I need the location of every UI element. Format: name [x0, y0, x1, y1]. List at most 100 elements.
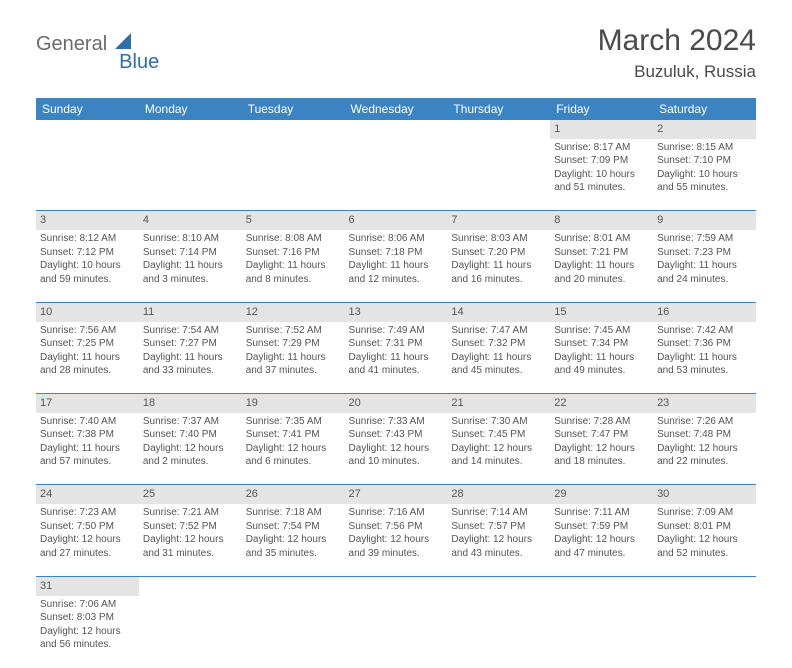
- day-number-cell: 6: [345, 211, 448, 230]
- day-number-cell: 2: [653, 120, 756, 139]
- day-number-cell: [242, 576, 345, 595]
- sunset-line: Sunset: 7:14 PM: [143, 246, 238, 260]
- daylight-line: Daylight: 12 hours and 47 minutes.: [554, 533, 649, 560]
- sunrise-line: Sunrise: 7:30 AM: [451, 415, 546, 429]
- daylight-line: Daylight: 11 hours and 24 minutes.: [657, 259, 752, 286]
- daylight-line: Daylight: 10 hours and 55 minutes.: [657, 168, 752, 195]
- sunset-line: Sunset: 7:16 PM: [246, 246, 341, 260]
- sunset-line: Sunset: 7:25 PM: [40, 337, 135, 351]
- day-cell: [447, 139, 550, 211]
- location-label: Buzuluk, Russia: [598, 62, 756, 82]
- calendar-table: SundayMondayTuesdayWednesdayThursdayFrid…: [36, 98, 756, 668]
- detail-row: Sunrise: 7:56 AMSunset: 7:25 PMDaylight:…: [36, 322, 756, 394]
- day-number-cell: 10: [36, 302, 139, 321]
- day-cell: Sunrise: 8:08 AMSunset: 7:16 PMDaylight:…: [242, 230, 345, 302]
- day-cell: [242, 596, 345, 668]
- day-number-cell: 13: [345, 302, 448, 321]
- daylight-line: Daylight: 12 hours and 22 minutes.: [657, 442, 752, 469]
- daylight-line: Daylight: 12 hours and 52 minutes.: [657, 533, 752, 560]
- sunrise-line: Sunrise: 7:49 AM: [349, 324, 444, 338]
- day-number-cell: 27: [345, 485, 448, 504]
- day-number-cell: 19: [242, 394, 345, 413]
- sunrise-line: Sunrise: 7:52 AM: [246, 324, 341, 338]
- sunrise-line: Sunrise: 7:47 AM: [451, 324, 546, 338]
- day-number-cell: 3: [36, 211, 139, 230]
- day-cell: Sunrise: 7:47 AMSunset: 7:32 PMDaylight:…: [447, 322, 550, 394]
- detail-row: Sunrise: 8:12 AMSunset: 7:12 PMDaylight:…: [36, 230, 756, 302]
- day-cell: Sunrise: 7:26 AMSunset: 7:48 PMDaylight:…: [653, 413, 756, 485]
- daylight-line: Daylight: 12 hours and 14 minutes.: [451, 442, 546, 469]
- day-cell: Sunrise: 7:42 AMSunset: 7:36 PMDaylight:…: [653, 322, 756, 394]
- sunrise-line: Sunrise: 7:21 AM: [143, 506, 238, 520]
- day-cell: Sunrise: 8:01 AMSunset: 7:21 PMDaylight:…: [550, 230, 653, 302]
- sunrise-line: Sunrise: 7:06 AM: [40, 598, 135, 612]
- sunset-line: Sunset: 7:48 PM: [657, 428, 752, 442]
- daylight-line: Daylight: 11 hours and 37 minutes.: [246, 351, 341, 378]
- day-cell: [447, 596, 550, 668]
- weekday-friday: Friday: [550, 98, 653, 120]
- day-number-cell: 7: [447, 211, 550, 230]
- day-number-cell: 29: [550, 485, 653, 504]
- day-cell: [653, 596, 756, 668]
- sunset-line: Sunset: 7:45 PM: [451, 428, 546, 442]
- day-number-cell: [139, 120, 242, 139]
- day-cell: [550, 596, 653, 668]
- daylight-line: Daylight: 11 hours and 28 minutes.: [40, 351, 135, 378]
- day-number-cell: 31: [36, 576, 139, 595]
- daylight-line: Daylight: 11 hours and 12 minutes.: [349, 259, 444, 286]
- weekday-tuesday: Tuesday: [242, 98, 345, 120]
- day-number-cell: 15: [550, 302, 653, 321]
- day-cell: Sunrise: 8:03 AMSunset: 7:20 PMDaylight:…: [447, 230, 550, 302]
- sunrise-line: Sunrise: 8:10 AM: [143, 232, 238, 246]
- day-number-cell: 8: [550, 211, 653, 230]
- day-number-cell: 11: [139, 302, 242, 321]
- sunrise-line: Sunrise: 8:01 AM: [554, 232, 649, 246]
- day-cell: Sunrise: 7:33 AMSunset: 7:43 PMDaylight:…: [345, 413, 448, 485]
- day-number-cell: [345, 576, 448, 595]
- day-number-cell: 23: [653, 394, 756, 413]
- daylight-line: Daylight: 12 hours and 56 minutes.: [40, 625, 135, 652]
- day-number-cell: 30: [653, 485, 756, 504]
- sunrise-line: Sunrise: 7:16 AM: [349, 506, 444, 520]
- daylight-line: Daylight: 11 hours and 53 minutes.: [657, 351, 752, 378]
- day-number-cell: [36, 120, 139, 139]
- logo-text-blue: Blue: [119, 51, 159, 74]
- sunrise-line: Sunrise: 7:54 AM: [143, 324, 238, 338]
- day-number-cell: 1: [550, 120, 653, 139]
- day-cell: Sunrise: 7:30 AMSunset: 7:45 PMDaylight:…: [447, 413, 550, 485]
- daylight-line: Daylight: 11 hours and 49 minutes.: [554, 351, 649, 378]
- day-cell: Sunrise: 7:28 AMSunset: 7:47 PMDaylight:…: [550, 413, 653, 485]
- daylight-line: Daylight: 12 hours and 2 minutes.: [143, 442, 238, 469]
- day-number-cell: 20: [345, 394, 448, 413]
- daynum-row: 12: [36, 120, 756, 139]
- day-number-cell: 16: [653, 302, 756, 321]
- daylight-line: Daylight: 11 hours and 3 minutes.: [143, 259, 238, 286]
- sunset-line: Sunset: 7:23 PM: [657, 246, 752, 260]
- daylight-line: Daylight: 12 hours and 35 minutes.: [246, 533, 341, 560]
- sunrise-line: Sunrise: 7:37 AM: [143, 415, 238, 429]
- sunrise-line: Sunrise: 7:35 AM: [246, 415, 341, 429]
- header: General Blue March 2024 Buzuluk, Russia: [0, 0, 792, 90]
- day-cell: Sunrise: 7:37 AMSunset: 7:40 PMDaylight:…: [139, 413, 242, 485]
- sunrise-line: Sunrise: 7:09 AM: [657, 506, 752, 520]
- detail-row: Sunrise: 7:06 AMSunset: 8:03 PMDaylight:…: [36, 596, 756, 668]
- sunrise-line: Sunrise: 8:12 AM: [40, 232, 135, 246]
- sunset-line: Sunset: 7:18 PM: [349, 246, 444, 260]
- day-cell: [345, 596, 448, 668]
- daylight-line: Daylight: 12 hours and 10 minutes.: [349, 442, 444, 469]
- daynum-row: 17181920212223: [36, 394, 756, 413]
- sunset-line: Sunset: 7:38 PM: [40, 428, 135, 442]
- daylight-line: Daylight: 11 hours and 41 minutes.: [349, 351, 444, 378]
- sunrise-line: Sunrise: 7:40 AM: [40, 415, 135, 429]
- day-cell: [139, 596, 242, 668]
- daylight-line: Daylight: 12 hours and 6 minutes.: [246, 442, 341, 469]
- sunset-line: Sunset: 8:01 PM: [657, 520, 752, 534]
- day-number-cell: [447, 576, 550, 595]
- day-number-cell: 5: [242, 211, 345, 230]
- day-cell: Sunrise: 8:06 AMSunset: 7:18 PMDaylight:…: [345, 230, 448, 302]
- day-cell: [139, 139, 242, 211]
- day-number-cell: [242, 120, 345, 139]
- sunset-line: Sunset: 7:54 PM: [246, 520, 341, 534]
- daylight-line: Daylight: 11 hours and 33 minutes.: [143, 351, 238, 378]
- sunset-line: Sunset: 7:41 PM: [246, 428, 341, 442]
